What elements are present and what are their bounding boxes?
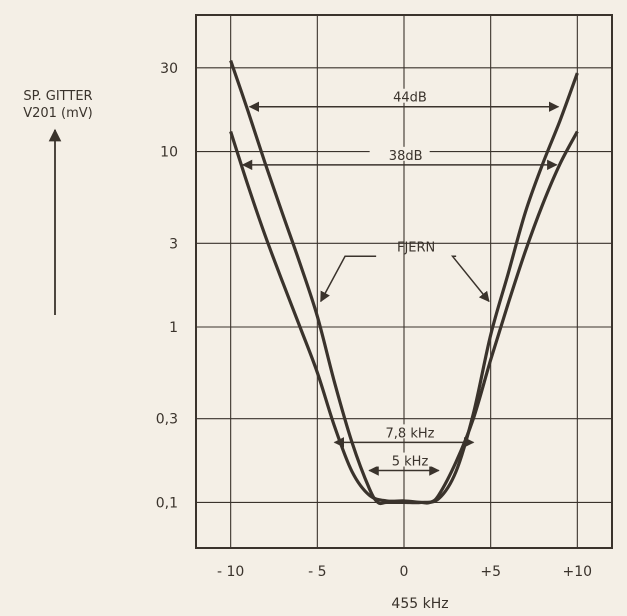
- y-tick-label: 10: [160, 145, 178, 161]
- annotation-label: 5 kHz: [392, 455, 429, 470]
- y-axis-label-line1: SP. GITTER: [23, 89, 92, 104]
- annotation-label: FJERN: [397, 240, 435, 255]
- annotation-pointer: [450, 255, 490, 303]
- annotation-label: 38dB: [389, 149, 423, 164]
- y-tick-labels: 30 10 3 1 0,3 0,1: [156, 61, 178, 512]
- y-tick-label: 30: [160, 61, 178, 77]
- x-tick-label: - 5: [308, 564, 326, 580]
- annotation-label-bg: [374, 452, 434, 467]
- series-line-2: [229, 130, 579, 505]
- x-tick-label: +5: [480, 564, 501, 580]
- annotations: 44dB 38dB FJERN 7,8 kHz 5 kHz: [241, 88, 560, 476]
- curves: [229, 60, 579, 506]
- y-tick-label: 3: [169, 236, 178, 252]
- annotation-label-bg: [374, 88, 434, 103]
- y-tick-label: 0,3: [156, 412, 178, 428]
- annotation-label: 44dB: [393, 91, 427, 106]
- y-tick-label: 0,1: [156, 495, 178, 511]
- annotation-label-bg: [369, 146, 430, 161]
- x-tick-label: +10: [563, 564, 593, 580]
- annotation-label: 7,8 kHz: [386, 426, 435, 441]
- annotation-label-bg: [374, 424, 434, 439]
- y-axis-label-line2: V201 (mV): [23, 106, 93, 121]
- annotation-pointer: [320, 255, 377, 303]
- x-tick-label: - 10: [217, 564, 244, 580]
- x-tick-label: 0: [400, 564, 409, 580]
- y-tick-label: 1: [169, 320, 178, 336]
- x-tick-labels: - 10 - 5 0 +5 +10: [217, 564, 592, 580]
- x-axis-label: 455 kHz: [391, 596, 448, 612]
